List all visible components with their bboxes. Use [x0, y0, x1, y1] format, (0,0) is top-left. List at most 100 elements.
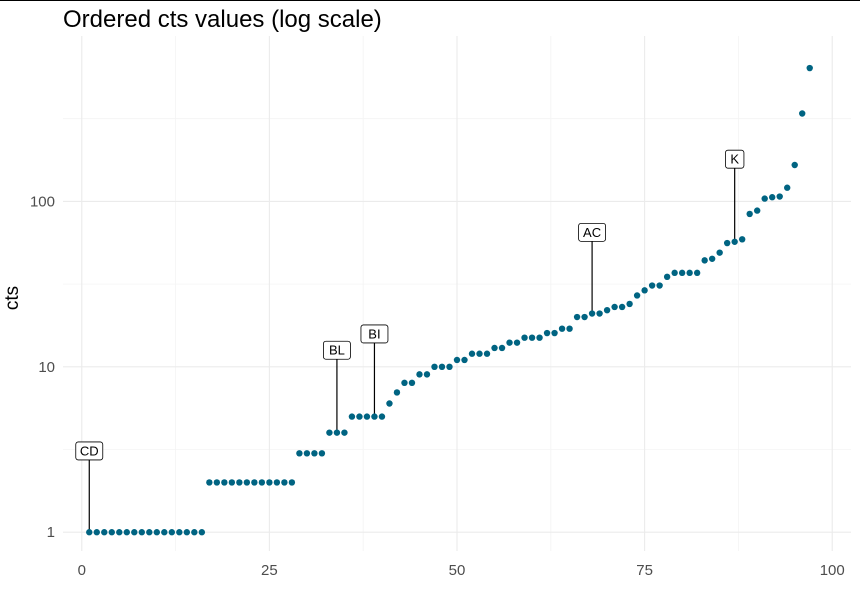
- data-point: [506, 339, 513, 346]
- data-point: [341, 429, 348, 436]
- data-point: [318, 450, 326, 457]
- data-point: [191, 529, 198, 536]
- annotation-label: AC: [578, 222, 606, 242]
- data-point: [483, 350, 491, 357]
- annotation-box: [360, 324, 389, 344]
- data-point: [708, 255, 716, 262]
- data-point: [693, 269, 701, 277]
- data-point: [543, 329, 551, 337]
- data-point: [296, 450, 303, 457]
- x-tick-label: 0: [78, 562, 86, 579]
- annotation-label: BL: [323, 340, 351, 360]
- data-point: [536, 334, 543, 341]
- data-point: [333, 429, 341, 436]
- y-tick-label: 1: [47, 524, 55, 541]
- data-point: [663, 273, 671, 281]
- data-point: [648, 282, 656, 289]
- data-point: [393, 389, 401, 396]
- data-point: [168, 529, 176, 536]
- data-point: [633, 292, 641, 299]
- data-point: [138, 529, 145, 536]
- data-point: [228, 479, 236, 486]
- data-point: [153, 529, 161, 536]
- data-point: [784, 184, 791, 191]
- data-point: [288, 479, 296, 486]
- data-point: [108, 529, 115, 536]
- data-point: [701, 257, 708, 264]
- data-point: [386, 400, 393, 407]
- data-point: [146, 529, 153, 536]
- annotation-box: [725, 149, 745, 169]
- data-point: [738, 236, 746, 243]
- annotation-text: BI: [368, 326, 380, 341]
- y-tick-label: 10: [38, 359, 55, 376]
- data-point: [769, 194, 776, 201]
- data-point: [303, 450, 311, 457]
- data-points: [86, 64, 813, 536]
- data-point: [761, 195, 768, 202]
- data-point: [656, 282, 663, 289]
- data-point: [266, 479, 273, 486]
- data-point: [686, 269, 693, 277]
- annotation-label: CD: [75, 441, 104, 461]
- data-point: [131, 529, 138, 536]
- data-point: [611, 303, 618, 311]
- data-point: [431, 363, 438, 371]
- x-tick-label: 100: [820, 562, 845, 579]
- data-point: [401, 379, 408, 387]
- annotation-text: K: [730, 152, 739, 167]
- axis-ticks: 0 25 50 75 100 1 10 100: [30, 193, 845, 579]
- chart-title: Ordered cts values (log scale): [63, 6, 382, 33]
- data-point: [596, 310, 603, 317]
- data-point: [498, 344, 506, 352]
- data-point: [438, 363, 446, 371]
- data-point: [236, 479, 243, 486]
- data-point: [378, 413, 386, 420]
- x-tick-label: 75: [636, 562, 653, 579]
- data-point: [363, 413, 371, 420]
- annotation-text: AC: [583, 225, 601, 240]
- data-point: [258, 479, 266, 486]
- data-point: [183, 529, 191, 536]
- data-point: [461, 356, 468, 364]
- data-point: [671, 269, 678, 277]
- annotation-label: K: [725, 149, 745, 169]
- data-point: [476, 350, 483, 357]
- data-point: [161, 529, 168, 536]
- data-point: [123, 529, 130, 536]
- data-point: [678, 269, 686, 277]
- data-point: [641, 287, 648, 294]
- data-point: [521, 334, 528, 341]
- data-point: [806, 64, 813, 72]
- x-tick-label: 25: [261, 562, 278, 579]
- data-point: [731, 238, 738, 245]
- data-point: [408, 379, 416, 387]
- data-point: [86, 529, 93, 536]
- y-axis-label: cts: [2, 286, 23, 310]
- grid: [63, 36, 851, 551]
- annotation-label: BI: [360, 324, 389, 344]
- data-point: [326, 429, 333, 436]
- x-tick-label: 50: [449, 562, 466, 579]
- annotation-labels: CD BL BI AC K: [75, 149, 745, 461]
- data-point: [723, 239, 731, 247]
- data-point: [101, 529, 108, 536]
- data-point: [618, 303, 626, 311]
- data-point: [213, 479, 221, 486]
- data-point: [799, 110, 806, 117]
- data-point: [573, 313, 581, 321]
- annotation-lines: [88, 159, 736, 533]
- annotation-text: BL: [329, 343, 345, 358]
- data-point: [356, 413, 363, 420]
- data-point: [206, 479, 213, 486]
- annotation-box: [75, 441, 104, 461]
- data-point: [513, 339, 521, 346]
- data-point: [453, 356, 461, 364]
- data-point: [348, 413, 356, 420]
- data-point: [446, 363, 453, 371]
- data-point: [716, 249, 723, 256]
- annotation-text: CD: [80, 443, 99, 458]
- data-point: [791, 161, 798, 169]
